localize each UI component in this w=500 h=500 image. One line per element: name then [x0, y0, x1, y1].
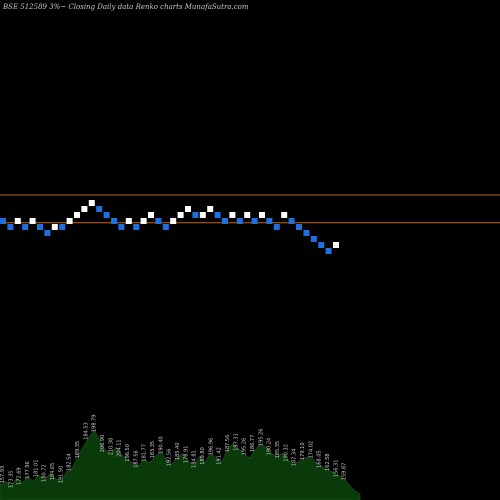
renko-brick-up — [29, 218, 36, 224]
renko-brick-down — [118, 224, 125, 230]
volume-label: 192.56 — [167, 449, 173, 467]
renko-brick-down — [288, 218, 295, 224]
renko-brick-down — [59, 224, 66, 230]
renko-brick-up — [281, 212, 288, 218]
volume-label: 195.26 — [242, 438, 248, 456]
chart-title: BSE 512589 3%~ Closing Daily data Renko … — [3, 3, 249, 11]
volume-area — [0, 429, 361, 500]
renko-brick-up — [81, 206, 88, 212]
volume-label: 185.35 — [275, 441, 281, 459]
renko-brick-up — [185, 206, 191, 212]
volume-label: 184.53 — [83, 422, 89, 440]
renko-brick-up — [88, 200, 95, 206]
renko-brick-up — [51, 224, 58, 230]
volume-label: 185.40 — [175, 443, 181, 461]
renko-brick-up — [333, 242, 339, 248]
renko-brick-up — [170, 218, 177, 224]
volume-label: 206.90 — [100, 435, 106, 453]
renko-brick-up — [207, 206, 214, 212]
volume-label: 204.11 — [117, 439, 123, 457]
volume-label: 168.05 — [317, 450, 323, 468]
volume-label: 196.50 — [125, 444, 131, 462]
volume-label: 189.80 — [200, 447, 206, 465]
renko-brick-down — [7, 224, 14, 230]
volume-label: 180.72 — [42, 464, 48, 482]
renko-brick-down — [155, 218, 162, 224]
volume-label: 186.77 — [250, 435, 256, 453]
renko-brick-up — [14, 218, 21, 224]
renko-brick-down — [133, 224, 140, 230]
renko-brick-down — [111, 218, 117, 224]
renko-brick-down — [273, 224, 280, 230]
renko-brick-down — [214, 212, 221, 218]
renko-brick-down — [0, 218, 6, 224]
volume-label: 198.79 — [92, 415, 98, 433]
renko-brick-down — [162, 224, 169, 230]
renko-brick-down — [44, 230, 51, 236]
volume-label: 172.69 — [17, 467, 23, 485]
renko-brick-down — [251, 218, 258, 224]
volume-label: 173.35 — [8, 471, 14, 489]
volume-label: 178.91 — [183, 446, 189, 464]
volume-label: 197.31 — [233, 433, 239, 451]
renko-brick-down — [96, 206, 103, 212]
volume-label: 195.26 — [258, 429, 264, 447]
volume-label: 187.34 — [292, 449, 298, 467]
volume-label: 162.58 — [325, 453, 331, 471]
renko-brick-down — [318, 242, 325, 248]
renko-brick-up — [199, 212, 206, 218]
volume-label: 157.93 — [0, 466, 6, 484]
renko-brick-down — [303, 230, 310, 236]
volume-label: 183.35 — [150, 441, 156, 459]
renko-brick-down — [222, 218, 228, 224]
renko-brick-down — [192, 212, 199, 218]
volume-label: 190.40 — [158, 436, 164, 454]
renko-brick-down — [103, 212, 110, 218]
volume-label: 184.65 — [50, 463, 56, 481]
volume-label: 159.87 — [342, 463, 348, 481]
volume-label: 181.77 — [142, 444, 148, 462]
renko-brick-up — [229, 212, 236, 218]
renko-brick-down — [37, 224, 43, 230]
volume-label: 182.54 — [67, 453, 73, 471]
renko-brick-up — [125, 218, 132, 224]
volume-label: 191.42 — [217, 447, 223, 465]
volume-label: 189.35 — [75, 441, 81, 459]
volume-label: 190.32 — [283, 444, 289, 462]
volume-label: 179.10 — [300, 443, 306, 461]
volume-label: 191.50 — [58, 466, 64, 484]
volume-label: 174.02 — [308, 441, 314, 459]
renko-brick-down — [22, 224, 29, 230]
volume-label: 177.96 — [25, 461, 31, 479]
volume-label: 184.81 — [192, 450, 198, 468]
renko-brick-up — [66, 218, 73, 224]
renko-brick-up — [259, 212, 265, 218]
renko-brick-up — [148, 212, 154, 218]
volume-label: 210.38 — [108, 438, 114, 456]
volume-label: 190.24 — [267, 438, 273, 456]
renko-brick-up — [74, 212, 80, 218]
renko-brick-up — [244, 212, 251, 218]
renko-brick-down — [310, 236, 317, 242]
volume-label: 156.31 — [333, 460, 339, 478]
volume-label: 196.96 — [208, 438, 214, 456]
renko-brick-down — [266, 218, 273, 224]
volume-label: 187.56 — [133, 450, 139, 468]
renko-brick-up — [140, 218, 147, 224]
renko-brick-down — [325, 248, 332, 254]
volume-label: 181.01 — [33, 460, 39, 478]
volume-label: 187.56 — [225, 435, 231, 453]
renko-brick-down — [236, 218, 243, 224]
renko-brick-down — [296, 224, 302, 230]
renko-brick-up — [177, 212, 184, 218]
